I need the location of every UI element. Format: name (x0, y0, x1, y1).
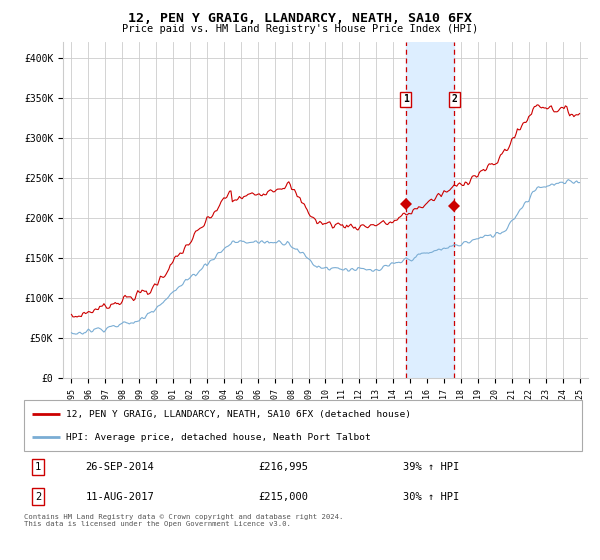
Text: 30% ↑ HPI: 30% ↑ HPI (403, 492, 460, 502)
Text: £215,000: £215,000 (259, 492, 308, 502)
Text: 11-AUG-2017: 11-AUG-2017 (85, 492, 154, 502)
Text: 26-SEP-2014: 26-SEP-2014 (85, 462, 154, 472)
Text: 39% ↑ HPI: 39% ↑ HPI (403, 462, 460, 472)
Text: £216,995: £216,995 (259, 462, 308, 472)
FancyBboxPatch shape (24, 400, 582, 451)
Text: 2: 2 (451, 94, 457, 104)
Text: HPI: Average price, detached house, Neath Port Talbot: HPI: Average price, detached house, Neat… (66, 433, 371, 442)
Text: Price paid vs. HM Land Registry's House Price Index (HPI): Price paid vs. HM Land Registry's House … (122, 24, 478, 34)
Text: 1: 1 (35, 462, 41, 472)
Text: 12, PEN Y GRAIG, LLANDARCY, NEATH, SA10 6FX: 12, PEN Y GRAIG, LLANDARCY, NEATH, SA10 … (128, 12, 472, 25)
Bar (406, 42, 454, 378)
Text: 1: 1 (403, 94, 409, 104)
Text: Contains HM Land Registry data © Crown copyright and database right 2024.
This d: Contains HM Land Registry data © Crown c… (24, 514, 343, 527)
Text: 12, PEN Y GRAIG, LLANDARCY, NEATH, SA10 6FX (detached house): 12, PEN Y GRAIG, LLANDARCY, NEATH, SA10 … (66, 409, 411, 418)
Text: 2: 2 (35, 492, 41, 502)
